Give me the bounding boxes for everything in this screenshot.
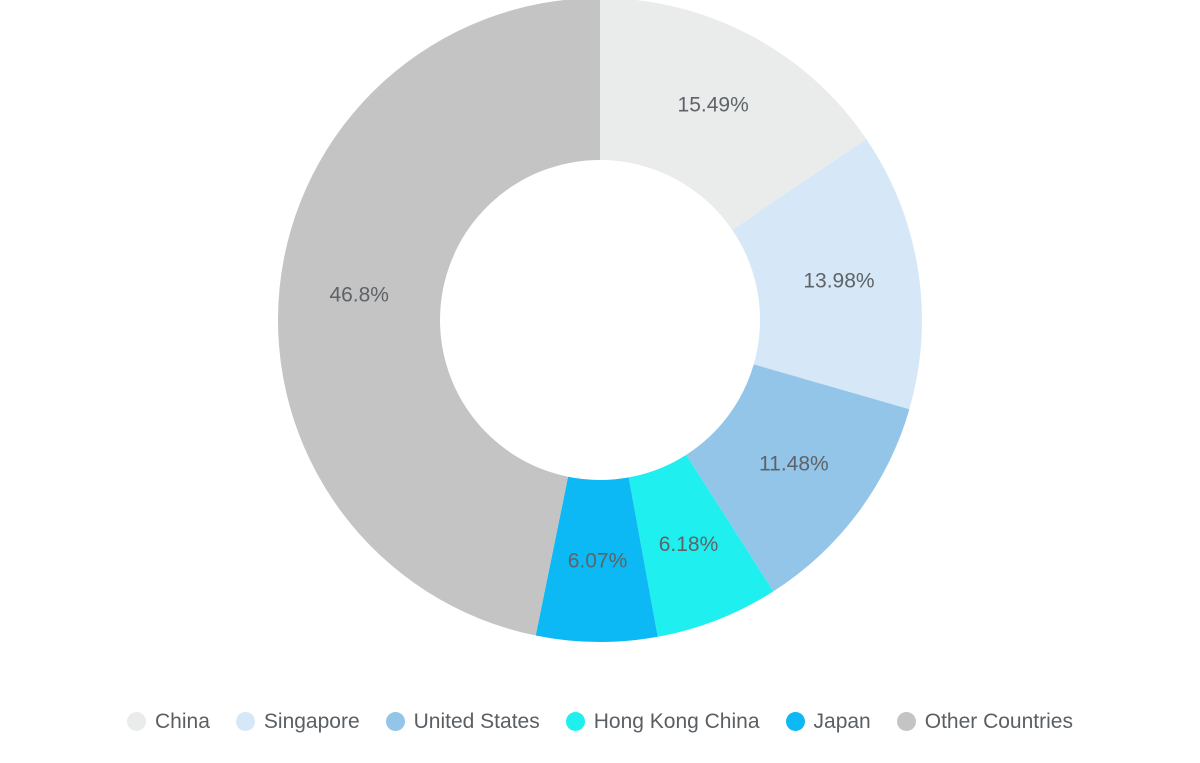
donut-slice[interactable] xyxy=(535,476,658,642)
legend-item-label: Hong Kong China xyxy=(593,709,760,733)
slice-percentage-label: 11.48% xyxy=(759,452,829,475)
legend-item-label: Singapore xyxy=(263,709,360,733)
legend-item[interactable]: China xyxy=(127,711,210,732)
legend-marker-icon xyxy=(235,711,255,731)
legend-marker-icon xyxy=(896,711,916,731)
legend-item-label: China xyxy=(155,709,210,733)
legend-item-label: Japan xyxy=(813,709,871,733)
legend-item[interactable]: Japan xyxy=(785,709,871,733)
legend-item[interactable]: Other Countries xyxy=(896,709,1073,733)
donut-slice[interactable] xyxy=(600,0,867,230)
slice-percentage-label: 6.18% xyxy=(659,533,719,556)
donut-slice[interactable] xyxy=(278,0,600,636)
slice-percentage-label: 6.07% xyxy=(568,550,628,573)
legend-item-label: United States xyxy=(413,709,540,733)
chart-legend: China Singapore United States Hong Kong Chi… xyxy=(0,700,1200,742)
donut-slices xyxy=(278,0,922,642)
donut-slice-labels: 15.49% 13.98% 11.48% 6.18% 6.07% 46.8% xyxy=(329,94,874,573)
legend-marker-icon xyxy=(385,711,405,731)
donut-slice[interactable] xyxy=(686,364,910,592)
slice-percentage-label: 13.98% xyxy=(803,269,874,292)
donut-slice[interactable] xyxy=(628,454,774,637)
legend-item[interactable]: Hong Kong China xyxy=(565,709,760,733)
slice-percentage-label: 15.49% xyxy=(678,94,749,117)
legend-marker-icon xyxy=(565,711,585,731)
legend-item[interactable]: United States xyxy=(385,709,540,733)
legend-item-label: Other Countries xyxy=(924,709,1073,733)
legend-marker-icon xyxy=(785,711,805,731)
legend-item[interactable]: Singapore xyxy=(235,709,360,733)
donut-slice[interactable] xyxy=(732,138,922,410)
slice-percentage-label: 46.8% xyxy=(329,283,389,306)
legend-marker-icon xyxy=(127,711,147,731)
